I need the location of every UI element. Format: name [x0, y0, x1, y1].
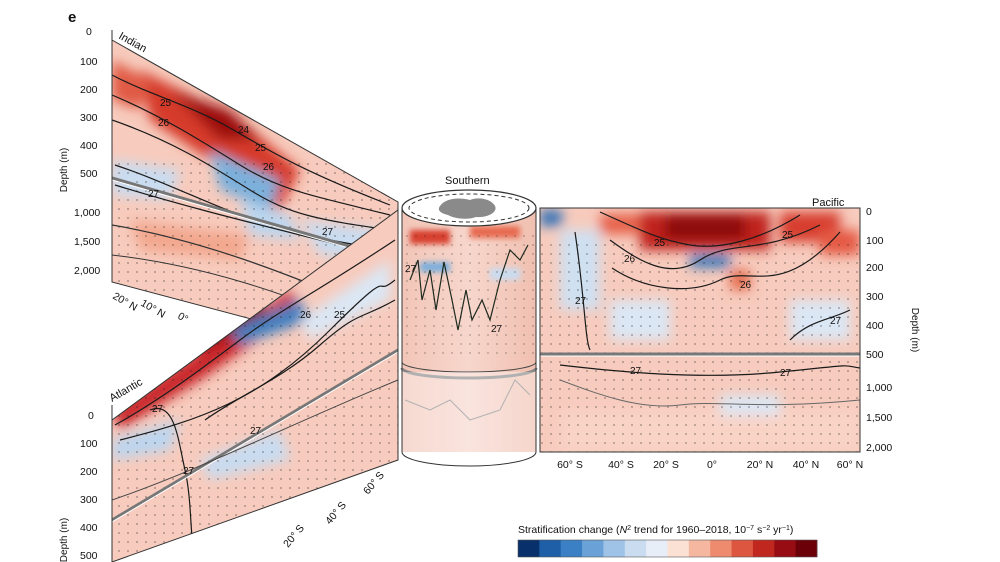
depth-tick: 0: [866, 206, 872, 218]
contour-label: 25: [160, 98, 172, 109]
contour-label: 25: [334, 310, 346, 321]
lat-tick: 20° N: [747, 459, 773, 471]
lat-tick: 20° N: [111, 290, 140, 314]
contour-label: 25: [255, 143, 267, 154]
lat-tick: 40° N: [793, 459, 819, 471]
contour-label: 26: [300, 310, 312, 321]
depth-tick: 300: [80, 112, 98, 124]
depth-tick: 400: [80, 140, 98, 152]
colorbar-swatch: [731, 540, 754, 557]
depth-axis-title: Depth (m): [59, 148, 70, 192]
lat-tick: 10° N: [139, 297, 168, 321]
depth-tick: 2,000: [866, 442, 892, 454]
atlantic-contour-labels: 26 25 27 27 27: [152, 310, 346, 477]
depth-tick: 1,500: [74, 236, 100, 248]
depth-tick: 400: [80, 522, 98, 534]
depth-tick: 500: [80, 168, 98, 180]
lat-tick: 60° N: [837, 459, 863, 471]
contour-label: 24: [238, 125, 250, 136]
depth-tick: 500: [866, 349, 884, 361]
depth-tick: 100: [80, 56, 98, 68]
depth-axis-title: Depth (m): [59, 518, 70, 562]
southern-section: [400, 189, 538, 467]
colorbar-title: Stratification change (N2 trend for 1960…: [518, 524, 793, 536]
contour-label: 27: [183, 466, 195, 477]
contour-label: 27: [405, 264, 417, 275]
colorbar-swatch: [774, 540, 797, 557]
colorbar-swatch: [795, 540, 818, 557]
contour-label: 27: [250, 426, 262, 437]
depth-tick: 200: [80, 466, 98, 478]
colorbar-swatch: [688, 540, 711, 557]
pacific-lat-axis: 60° S 40° S 20° S 0° 20° N 40° N 60° N: [557, 459, 863, 471]
contour-label: 25: [782, 230, 794, 241]
lat-tick: 20° S: [653, 459, 679, 471]
colorbar-swatch: [518, 540, 540, 557]
contour-label: 26: [158, 118, 170, 129]
colorbar-border: [517, 539, 818, 558]
colorbar-swatch: [539, 540, 562, 557]
contour-label: 25: [654, 238, 666, 249]
colorbar: Stratification change (N2 trend for 1960…: [517, 524, 818, 558]
lat-tick: 60° S: [557, 459, 583, 471]
contour-label: 27: [630, 366, 642, 377]
depth-axis-title: Depth (m): [909, 308, 920, 352]
panel-letter: e: [68, 9, 76, 26]
southern-contour-labels: 27 27: [405, 264, 503, 335]
depth-tick: 300: [866, 291, 884, 303]
indian-depth-axis: 0 100 200 300 400 500 1,000 1,500 2,000 …: [59, 26, 113, 282]
depth-tick: 100: [80, 438, 98, 450]
depth-tick: 1,000: [866, 382, 892, 394]
basin-label-pacific: Pacific: [812, 197, 845, 209]
contour-label: 27: [322, 227, 334, 238]
indian-contour-labels: 25 26 24 25 26 27 27: [148, 98, 334, 238]
contour-label: 27: [575, 296, 587, 307]
lat-tick: 0°: [176, 310, 191, 325]
depth-tick: 0: [86, 26, 92, 38]
contour-label: 27: [148, 189, 160, 200]
depth-tick: 0: [88, 410, 94, 422]
depth-tick: 100: [866, 235, 884, 247]
lat-tick: 60° S: [361, 469, 387, 496]
depth-tick: 1,000: [74, 207, 100, 219]
depth-tick: 200: [866, 262, 884, 274]
colorbar-swatches: [517, 539, 818, 558]
depth-tick: 1,500: [866, 412, 892, 424]
colorbar-swatch: [624, 540, 647, 557]
contour-label: 26: [624, 254, 636, 265]
colorbar-swatch: [752, 540, 775, 557]
pacific-section: [539, 207, 861, 453]
contour-label: 27: [830, 316, 842, 327]
colorbar-swatch: [603, 540, 626, 557]
colorbar-swatch: [582, 540, 604, 557]
depth-tick: 300: [80, 494, 98, 506]
colorbar-swatch: [560, 540, 583, 557]
contour-label: 27: [491, 324, 503, 335]
contour-label: 27: [152, 404, 164, 415]
atlantic-depth-axis: 0 100 200 300 400 500 Depth (m): [59, 405, 113, 562]
pacific-contour-labels: 25 26 25 26 27 27 27 27: [575, 230, 842, 379]
lat-tick: 40° S: [608, 459, 634, 471]
lat-tick: 0°: [707, 459, 717, 471]
contour-label: 26: [263, 162, 275, 173]
depth-tick: 400: [866, 320, 884, 332]
depth-tick: 200: [80, 84, 98, 96]
depth-tick: 500: [80, 550, 98, 562]
lat-tick: 40° S: [323, 499, 349, 526]
depth-tick: 2,000: [74, 265, 100, 277]
colorbar-swatch: [710, 540, 732, 557]
contour-label: 26: [740, 280, 752, 291]
pacific-depth-axis: 0 100 200 300 400 500 1,000 1,500 2,000 …: [859, 206, 920, 454]
colorbar-swatch: [646, 540, 668, 557]
contour-label: 27: [780, 368, 792, 379]
colorbar-swatch: [667, 540, 690, 557]
antarctica-shape: [438, 198, 496, 219]
basin-label-southern: Southern: [445, 175, 490, 187]
lat-tick: 20° S: [281, 522, 307, 549]
